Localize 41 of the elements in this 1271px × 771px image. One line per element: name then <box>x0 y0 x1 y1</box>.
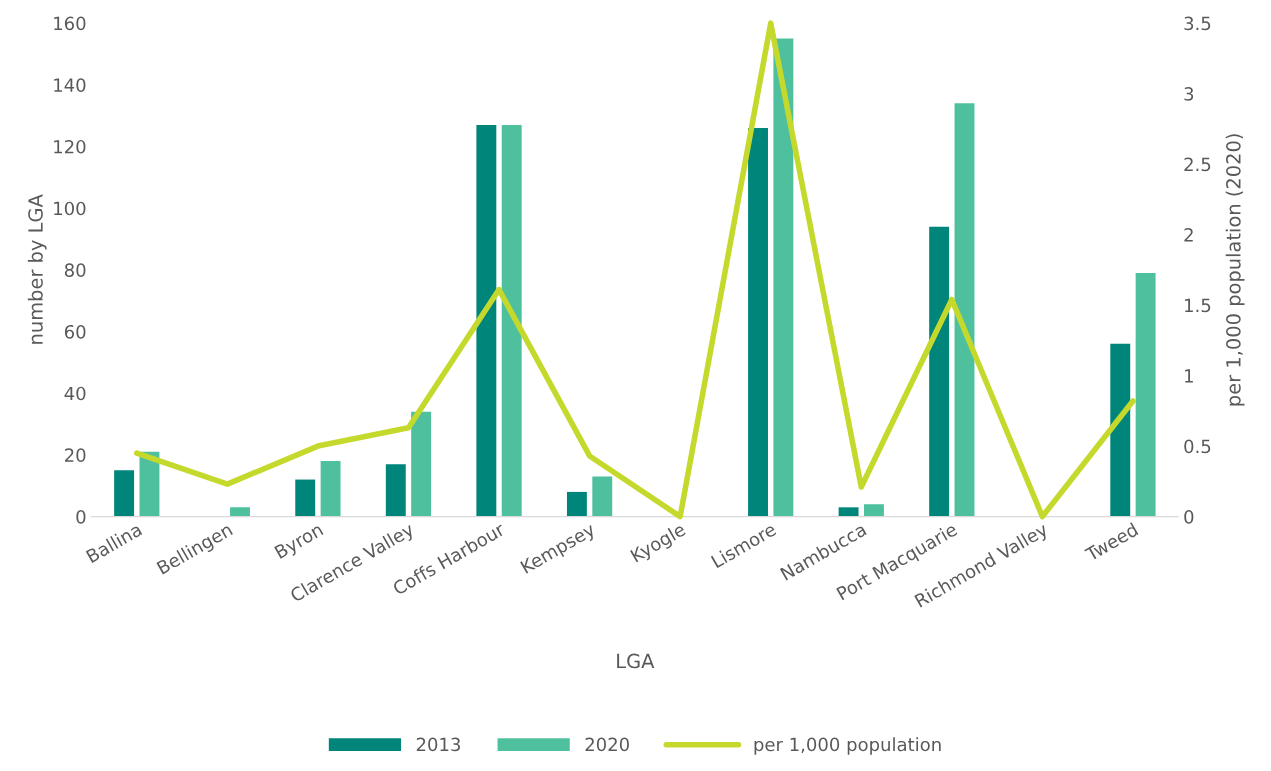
y2-tick-label: 1.5 <box>1185 298 1211 313</box>
bar <box>114 470 135 517</box>
y-tick-label: 0 <box>76 510 86 524</box>
bar <box>295 479 316 517</box>
bar <box>1135 272 1156 517</box>
bar <box>566 491 587 517</box>
legend-label: 2013 <box>416 737 460 752</box>
bar <box>501 124 522 517</box>
bar <box>929 226 950 517</box>
y2-tick-label: 3 <box>1184 87 1194 101</box>
bar <box>863 504 884 517</box>
y2-tick-label: 0.5 <box>1184 439 1211 454</box>
legend-label: 2020 <box>585 737 629 752</box>
y-tick-label: 80 <box>64 263 86 277</box>
x-axis-title: LGA <box>617 653 655 669</box>
bar <box>592 476 613 517</box>
y-tick-label: 100 <box>54 201 86 216</box>
y-tick-label: 120 <box>54 139 86 154</box>
bar <box>385 464 406 517</box>
y-tick-label: 140 <box>54 78 86 92</box>
bar <box>954 103 975 517</box>
y-tick-label: 160 <box>54 16 86 31</box>
bar <box>411 411 432 517</box>
bar <box>476 124 497 517</box>
y-tick-label: 40 <box>64 386 86 401</box>
y2-tick-label: 2 <box>1184 228 1193 242</box>
bar <box>320 461 341 517</box>
legend-label: per 1,000 population <box>754 737 941 755</box>
bar <box>748 127 768 517</box>
bar <box>230 507 250 517</box>
y2-axis-title: per 1,000 population (2020) <box>1225 134 1245 406</box>
y2-tick-label: 2.5 <box>1184 157 1211 172</box>
bar <box>838 507 859 517</box>
y-tick-label: 60 <box>64 324 86 339</box>
y2-tick-label: 1 <box>1185 369 1193 383</box>
y-axis-title: number by LGA <box>27 194 47 344</box>
bar <box>773 38 794 517</box>
bar <box>1110 343 1131 517</box>
y2-tick-label: 3.5 <box>1184 16 1211 31</box>
y2-tick-label: 0 <box>1184 510 1194 524</box>
y-tick-label: 20 <box>65 448 86 463</box>
